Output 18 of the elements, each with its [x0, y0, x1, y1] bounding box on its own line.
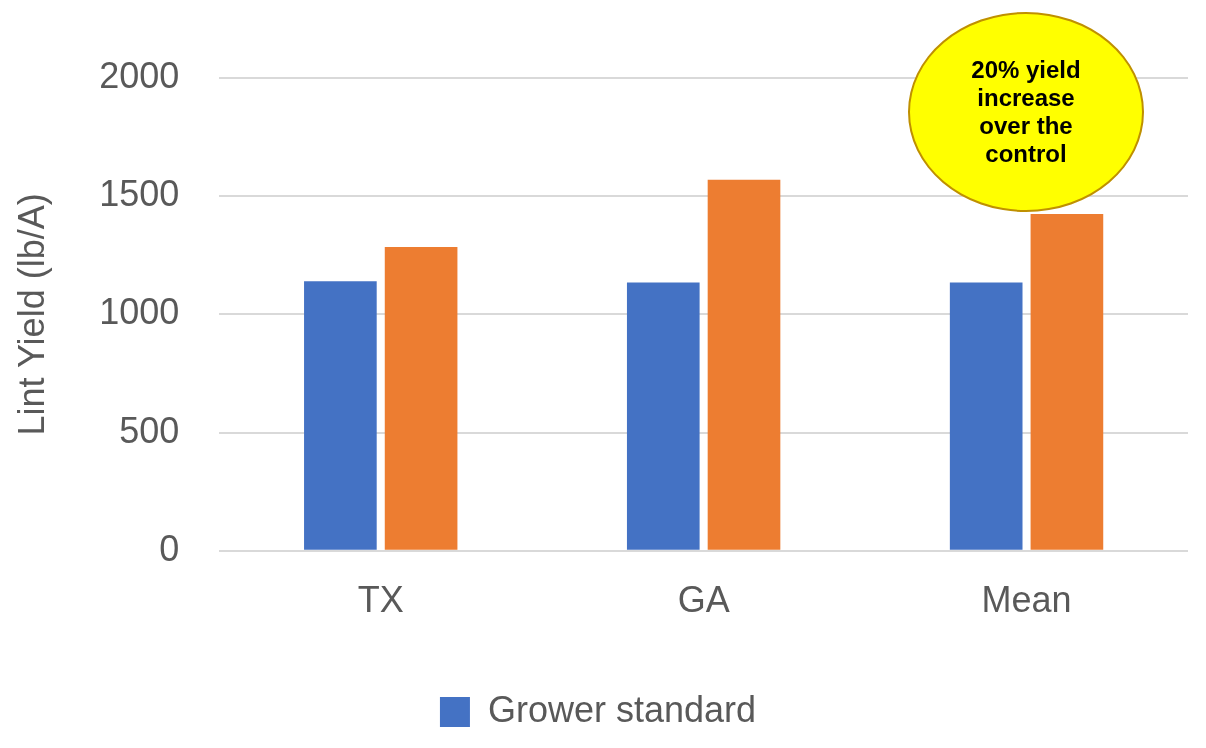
bar — [626, 282, 700, 550]
legend-label: Grower standard — [487, 688, 757, 730]
y-axis-title: Lint Yield (lb/A) — [10, 193, 52, 436]
x-tick-label: TX — [357, 579, 404, 621]
y-tick-label: 500 — [119, 409, 180, 451]
y-tick-label: 1000 — [99, 291, 180, 333]
bar — [1030, 213, 1104, 550]
bar — [384, 247, 458, 550]
bar — [304, 281, 377, 550]
bar — [949, 282, 1023, 550]
x-tick-label: Mean — [981, 579, 1072, 621]
callout-ellipse: 20% yield increase over the control — [908, 12, 1144, 212]
y-tick-label: 1500 — [99, 173, 180, 215]
bar — [707, 179, 781, 550]
annotation: 20% yield increase over the control — [970, 56, 1082, 168]
y-tick-label: 0 — [159, 527, 180, 569]
x-tick-label: GA — [677, 579, 730, 621]
y-tick-label: 2000 — [99, 54, 180, 96]
